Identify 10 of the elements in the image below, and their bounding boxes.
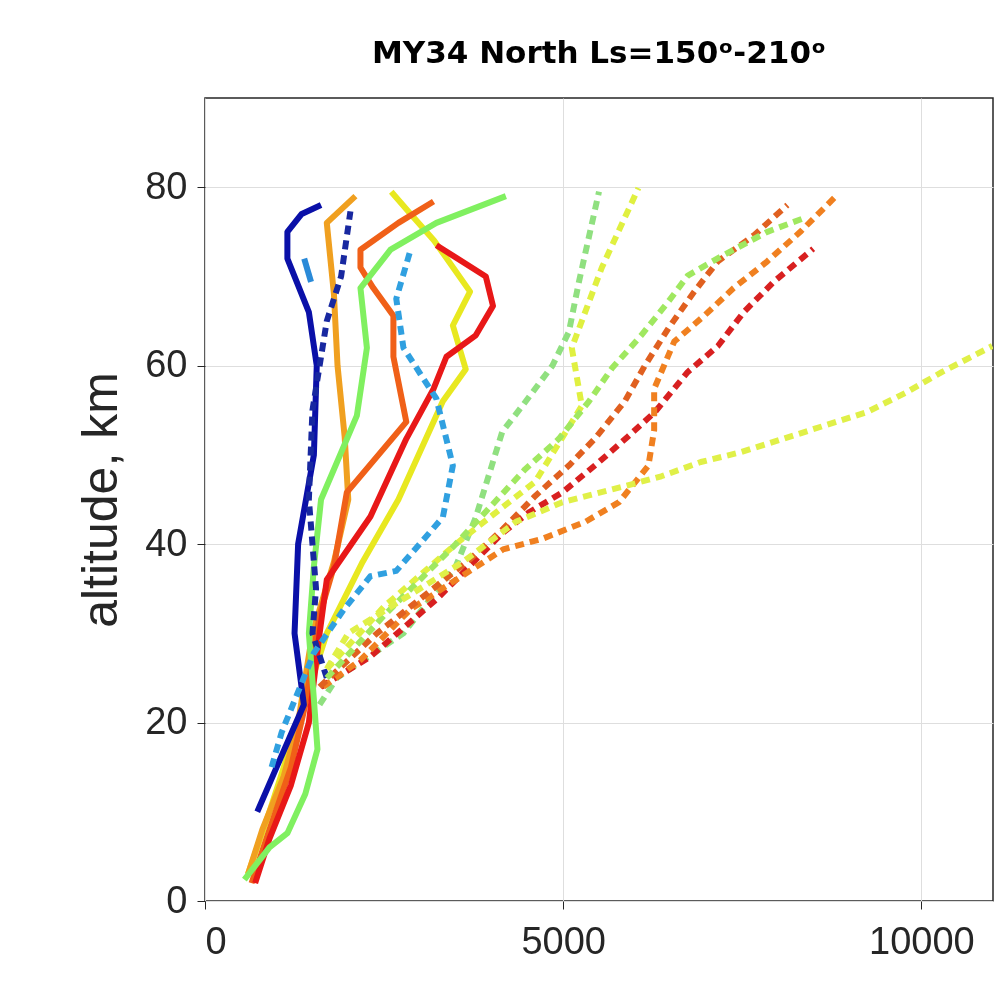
x-tick-label: 5000: [521, 919, 606, 962]
y-axis-title: altitude, km: [72, 372, 129, 628]
y-tick-label: 80: [145, 164, 188, 207]
y-tick-label: 40: [145, 521, 188, 564]
chart-title: MY34 North Ls=150ᵒ-210ᵒ: [371, 34, 827, 70]
y-tick-label: 0: [166, 878, 188, 921]
y-tick-label: 20: [145, 700, 188, 743]
y-tick-label: 60: [145, 343, 188, 386]
x-tick-label: 0: [205, 919, 227, 962]
x-tick-label: 10000: [869, 919, 975, 962]
